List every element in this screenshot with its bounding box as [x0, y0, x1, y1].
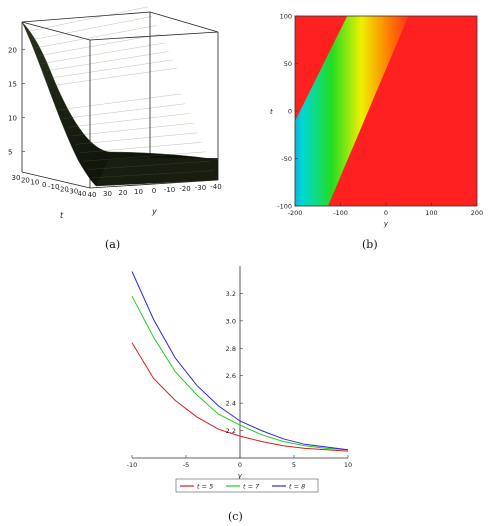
caption-a: (a)	[105, 238, 121, 251]
surface-mesh-floor	[96, 158, 218, 186]
t-tick-label: -30	[67, 188, 78, 196]
mesh-line	[67, 113, 190, 128]
y-tick-label: 3.0	[226, 317, 236, 325]
y-tick-label: 2.2	[226, 427, 236, 435]
y-tick-label: 2.4	[226, 400, 236, 408]
t-axis-label: t	[60, 211, 64, 220]
x-tick-label: 10	[344, 461, 352, 469]
t-tick-label: -10	[48, 183, 59, 191]
t-tick-label: 10	[30, 179, 39, 187]
surface-grid-lines	[26, 6, 214, 178]
y-tick-label: 20	[119, 189, 128, 197]
z-tick-label: 20	[8, 46, 17, 54]
series-line-3	[131, 271, 349, 451]
mesh-line	[42, 42, 165, 64]
heatmap-y-tick-label: 0	[288, 108, 292, 116]
z-tick-label: 5	[8, 149, 12, 157]
mesh-line	[26, 6, 149, 32]
heatmap-x-tick-label: 200	[471, 209, 483, 217]
y-tick-label: 2.8	[226, 345, 236, 353]
y-tick-label: 10	[134, 188, 143, 196]
t-tick-label: 30	[12, 174, 21, 182]
mesh-line	[91, 170, 214, 178]
heatmap-y-label: t	[270, 108, 273, 116]
z-tick-label: 15	[8, 80, 17, 88]
heatmap-y-tick-label: -50	[281, 155, 292, 163]
mesh-line	[38, 34, 161, 57]
mesh-line	[30, 16, 153, 41]
legend-entry: t = 7	[243, 483, 260, 491]
legend-entry: t = 8	[289, 483, 305, 491]
y-tick-label: -30	[195, 184, 206, 192]
x-tick-label: 5	[292, 461, 296, 469]
t-tick-label: 40	[78, 190, 87, 198]
t-tick-label: 20	[21, 176, 30, 184]
caption-b: (b)	[362, 238, 378, 251]
y-tick-label: -40	[210, 183, 221, 191]
heatmap-x-tick-label: -200	[288, 209, 303, 217]
x-tick-label: -5	[183, 461, 189, 469]
heatmap-x-tick-label: 0	[384, 209, 388, 217]
y-tick-label: 40	[88, 191, 97, 199]
series-line-2	[131, 295, 349, 451]
t-tick-label: 0	[42, 181, 46, 189]
heatmap-y-tick-label: 50	[284, 60, 292, 68]
y-tick-label: -10	[164, 186, 175, 194]
mesh-line	[87, 161, 210, 170]
y-tick-label: 2.6	[226, 372, 236, 380]
heatmap-x-label: y	[383, 220, 389, 228]
z-tick-label: 10	[8, 114, 17, 122]
x-tick-label: -10	[127, 461, 138, 469]
mesh-line	[58, 93, 182, 111]
mesh-line	[63, 103, 186, 119]
surface-mesh	[21, 21, 219, 187]
y-tick-label: 3.2	[226, 290, 236, 298]
legend-entry: t = 5	[197, 483, 213, 491]
y-tick-label: 30	[103, 190, 112, 198]
x-axis-label: y	[237, 472, 243, 480]
heatmap-x-tick-label: -100	[333, 209, 348, 217]
heatmap-x-tick-label: 100	[425, 209, 437, 217]
mesh-line	[71, 123, 194, 137]
y-axis-label: y	[151, 207, 157, 216]
mesh-line	[83, 151, 206, 162]
panel-a: 5 10 15 20 30 20 10 0 -10 -20 -30 40 40 30 20 10 0 -10 -20…	[0, 0, 240, 225]
panel-c: -10 -5 0 5 10 2.2 2.4 2.6 2.8 3.0 3.2 y t = 5 t = 7 t …	[110, 262, 370, 506]
mesh-line	[79, 142, 202, 153]
line-plot: -10 -5 0 5 10 2.2 2.4 2.6 2.8 3.0 3.2 y t = 5 t = 7 t …	[127, 266, 352, 493]
mesh-line	[50, 59, 173, 79]
y-tick-label: 0	[152, 187, 156, 195]
mesh-line	[75, 132, 198, 145]
t-tick-label: -20	[57, 185, 68, 193]
series-line-1	[131, 342, 349, 452]
legend-box	[175, 478, 319, 493]
mesh-line	[34, 25, 157, 49]
panel-b: -200 -100 0 100 200 100 50 0 -50 -100 y t	[253, 0, 492, 232]
heatmap-y-tick-label: 100	[280, 13, 292, 21]
x-tick-label: 0	[238, 461, 242, 469]
caption-c: (c)	[228, 510, 243, 523]
heatmap-y-tick-label: -100	[277, 203, 292, 211]
y-tick-label: -20	[179, 185, 190, 193]
mesh-line	[54, 67, 177, 86]
mesh-line	[46, 51, 169, 71]
